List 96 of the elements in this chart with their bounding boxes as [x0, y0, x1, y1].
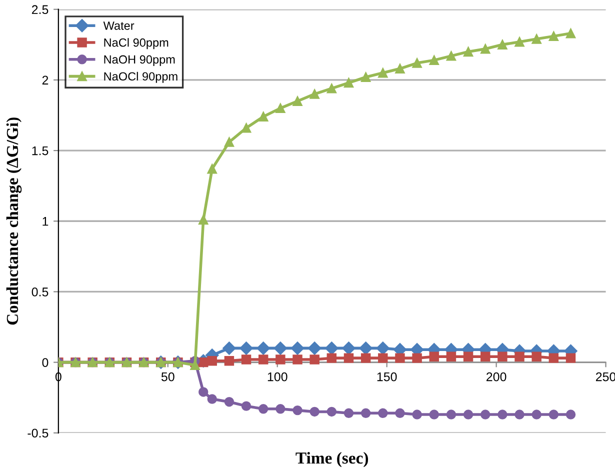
y-axis-title: Conductance change (ΔG/Gi) [6, 118, 22, 325]
x-tick-label: 100 [268, 372, 288, 382]
point [241, 354, 252, 364]
point [532, 410, 542, 420]
point [207, 164, 217, 174]
legend-label: NaCl 90ppm [104, 38, 168, 50]
point [344, 408, 354, 418]
point [222, 342, 236, 355]
point [198, 214, 208, 225]
point [310, 406, 320, 417]
point [360, 408, 371, 418]
point [514, 352, 524, 362]
point [548, 31, 559, 42]
point [326, 406, 337, 417]
point [463, 410, 474, 420]
point [258, 112, 268, 122]
point [566, 353, 576, 363]
point [274, 342, 288, 355]
y-tick-label: 2 [42, 76, 48, 84]
point [548, 353, 559, 363]
point [514, 36, 524, 47]
point [378, 408, 388, 418]
point [412, 353, 422, 363]
point [310, 354, 320, 364]
x-tick-label: 150 [377, 372, 397, 382]
point [292, 96, 302, 106]
point [360, 353, 371, 363]
point [412, 58, 422, 68]
point [326, 84, 337, 94]
point [480, 352, 490, 362]
point [480, 44, 490, 54]
point [325, 342, 338, 355]
point [429, 410, 439, 420]
point [412, 410, 422, 420]
point [378, 68, 388, 78]
point [290, 342, 304, 355]
point [378, 353, 388, 363]
point [532, 34, 542, 44]
y-tick-label: 0 [42, 358, 48, 367]
point [480, 410, 490, 420]
point [498, 352, 508, 362]
point [359, 342, 372, 355]
point [566, 410, 576, 420]
point [207, 356, 217, 366]
point [376, 342, 390, 355]
y-tick-label: 1.5 [32, 146, 48, 156]
point [258, 404, 268, 414]
point [446, 51, 456, 61]
point [276, 404, 286, 414]
legend-label: Water [103, 22, 134, 30]
point [446, 410, 456, 420]
point [308, 342, 322, 355]
point [532, 352, 542, 362]
point [258, 354, 268, 364]
point [429, 352, 439, 362]
point [566, 28, 576, 38]
x-tick-label: 50 [161, 372, 174, 382]
point [224, 356, 234, 366]
point [463, 352, 474, 362]
point [241, 123, 252, 133]
point [498, 410, 508, 420]
point [395, 353, 405, 363]
point [224, 396, 234, 407]
point [446, 352, 456, 362]
y-tick-label: -0.5 [28, 428, 48, 438]
point [241, 401, 252, 411]
point [207, 394, 217, 404]
point [276, 103, 286, 114]
point [310, 89, 320, 99]
y-tick-label: 0.5 [32, 288, 48, 296]
point [342, 342, 356, 355]
point [276, 354, 286, 364]
point [224, 137, 234, 147]
point [344, 78, 354, 88]
legend-label: NaOH 90ppm [104, 55, 175, 66]
legend-label: NaOCl 90ppm [104, 72, 178, 83]
point [190, 360, 200, 370]
point [395, 408, 405, 418]
point [498, 40, 508, 50]
point [292, 405, 302, 416]
point [548, 410, 559, 420]
point [256, 342, 270, 355]
point [463, 46, 474, 57]
x-tick-label: 200 [486, 372, 506, 382]
point [240, 342, 253, 355]
point [292, 354, 302, 364]
point [429, 55, 439, 66]
point [198, 387, 208, 397]
point [514, 410, 524, 420]
x-axis-title: Time (sec) [296, 452, 368, 468]
y-tick-label: 1 [42, 217, 48, 226]
point [360, 72, 371, 82]
point [344, 353, 354, 363]
point [395, 64, 405, 74]
y-tick-label: 2.5 [32, 5, 48, 14]
point [326, 353, 337, 363]
